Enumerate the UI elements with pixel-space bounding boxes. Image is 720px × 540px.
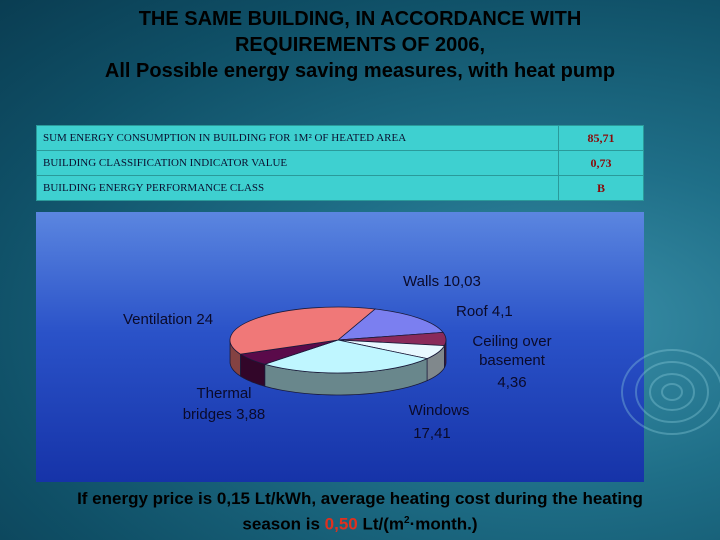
title-line-1: THE SAME BUILDING, IN ACCORDANCE WITH [138,8,582,30]
title-line-3: All Possible energy saving measures, wit… [104,60,616,82]
pie-slice [229,306,377,355]
label-ventilation: Ventilation 24 [123,311,213,328]
pie-slice [336,308,444,341]
row-value: 85,71 [558,125,644,151]
pie-chart-panel: Walls 10,03 Roof 4,1 Ceiling over baseme… [36,212,644,482]
row-label: BUILDING CLASSIFICATION INDICATOR VALUE [36,150,559,176]
label-thermal-2: bridges 3,88 [183,406,266,423]
label-windows-1: Windows [409,402,470,419]
label-walls: Walls 10,03 [403,273,481,290]
label-thermal-1: Thermal [196,385,251,402]
label-roof: Roof 4,1 [456,303,513,320]
table-row: BUILDING CLASSIFICATION INDICATOR VALUE … [36,150,644,176]
footer-sup: 2 [404,515,410,526]
row-value: B [558,175,644,201]
pie-slices [229,306,447,374]
pie-slice [263,339,429,374]
table-row: BUILDING ENERGY PERFORMANCE CLASS B [36,175,644,201]
footer-text-c: ·month.) [409,514,478,534]
water-ripple-decoration [621,349,720,435]
label-windows-2: 17,41 [413,425,451,442]
footer-text-b: Lt/(m [357,514,405,534]
footer-line-2: season is 0,50 Lt/(m2·month.) [0,510,720,536]
label-ceiling-1: Ceiling over [472,333,551,350]
footer-line-1: If energy price is 0,15 Lt/kWh, average … [77,489,643,508]
page-title: THE SAME BUILDING, IN ACCORDANCE WITH RE… [0,6,720,84]
row-value: 0,73 [558,150,644,176]
footer-text-a: season is [242,514,325,534]
label-ceiling-2: basement [479,352,546,369]
heating-cost-value: 0,50 [324,514,358,534]
title-line-2: REQUIREMENTS OF 2006, [234,34,486,56]
energy-info-table: SUM ENERGY CONSUMPTION IN BUILDING FOR 1… [36,125,644,201]
pie-chart: Walls 10,03 Roof 4,1 Ceiling over baseme… [123,273,552,442]
row-label: BUILDING ENERGY PERFORMANCE CLASS [36,175,559,201]
footer-note: If energy price is 0,15 Lt/kWh, average … [0,488,720,536]
row-label: SUM ENERGY CONSUMPTION IN BUILDING FOR 1… [36,125,559,151]
table-row: SUM ENERGY CONSUMPTION IN BUILDING FOR 1… [36,125,644,151]
label-ceiling-3: 4,36 [497,374,526,391]
